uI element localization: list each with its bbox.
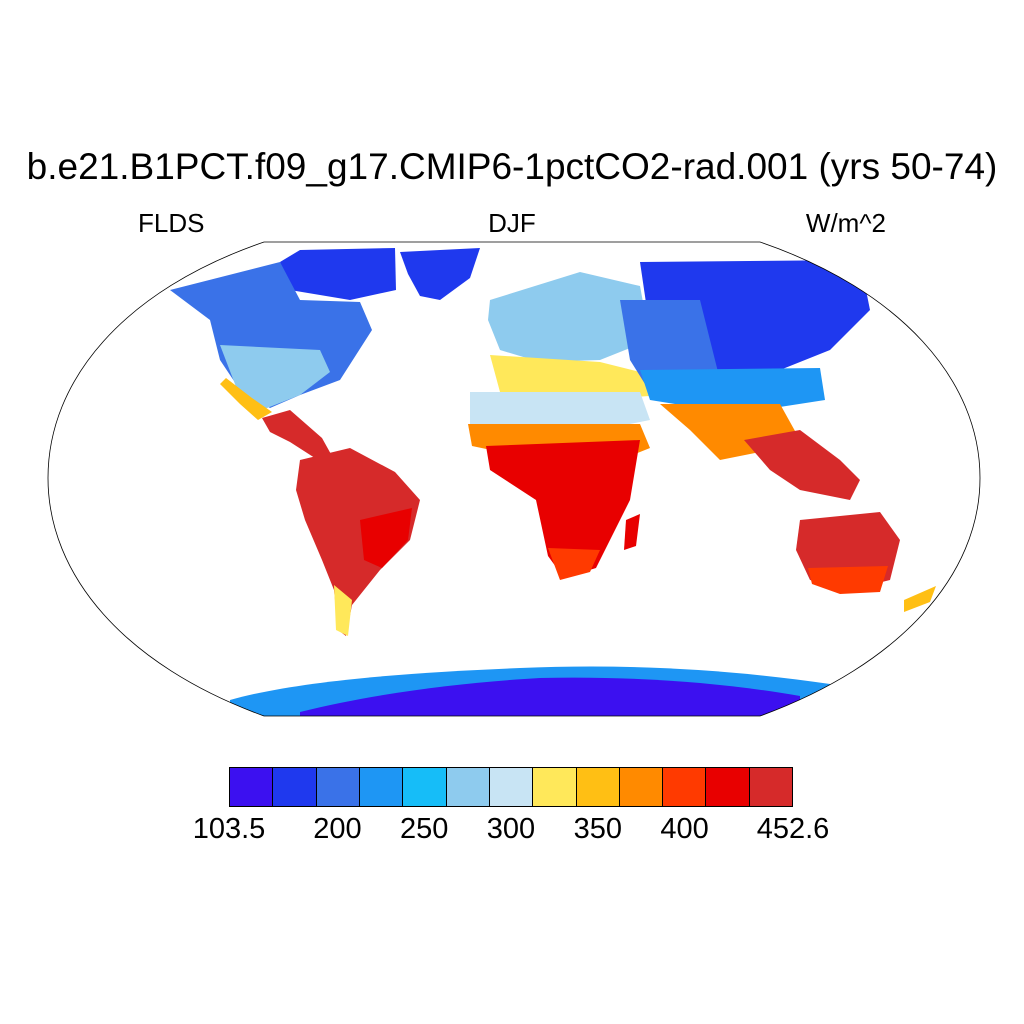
new-zealand <box>904 586 936 612</box>
colorbar-box <box>446 768 490 806</box>
north-america-north <box>280 248 396 300</box>
southeast-asia <box>744 430 860 500</box>
colorbar-labels: 103.5 200 250 300 350 400 452.6 <box>0 813 1024 853</box>
left-string: FLDS <box>138 208 205 238</box>
colorbar-box <box>706 768 750 806</box>
colorbar-label: 250 <box>400 813 449 845</box>
right-string: W/m^2 <box>805 208 886 238</box>
colorbar-box <box>230 768 274 806</box>
colorbar-label: 200 <box>313 813 362 845</box>
australia-south <box>808 566 888 594</box>
colorbar-label: 350 <box>573 813 622 845</box>
greenland-landmass <box>400 248 480 300</box>
globe-outline <box>47 241 981 717</box>
north-america-south <box>220 345 330 410</box>
colorbar-box <box>489 768 534 806</box>
europe-landmass <box>488 272 650 362</box>
colorbar-box <box>316 768 360 806</box>
colorbar-box <box>273 768 317 806</box>
central-america <box>262 410 332 460</box>
africa-landmass <box>486 440 640 578</box>
north-america-coast <box>220 378 272 420</box>
south-america <box>296 448 420 636</box>
colorbar-label: 300 <box>486 813 536 845</box>
south-america-tip <box>334 585 352 636</box>
colorbar-box <box>749 768 793 806</box>
colorbar <box>229 767 793 807</box>
colorbar-box <box>359 768 404 806</box>
colorbar-label: 103.5 <box>192 813 266 845</box>
north-africa <box>470 392 650 430</box>
south-america-east <box>360 508 412 568</box>
plot-title: b.e21.B1PCT.f09_g17.CMIP6-1pctCO2-rad.00… <box>26 146 998 187</box>
antarctica-interior <box>300 677 800 716</box>
center-string: DJF <box>488 208 536 238</box>
colorbar-label: 400 <box>660 813 709 845</box>
colorbar-box <box>663 768 707 806</box>
map-fill <box>170 248 936 716</box>
colorbar-box <box>619 768 664 806</box>
colorbar-box <box>533 768 577 806</box>
asia-south-belt <box>640 368 825 410</box>
mediterranean-band <box>490 355 650 400</box>
colorbar-box <box>576 768 620 806</box>
africa-south <box>548 548 600 580</box>
madagascar <box>624 514 640 550</box>
colorbar-box <box>403 768 447 806</box>
colorbar-label: 452.6 <box>756 813 830 845</box>
